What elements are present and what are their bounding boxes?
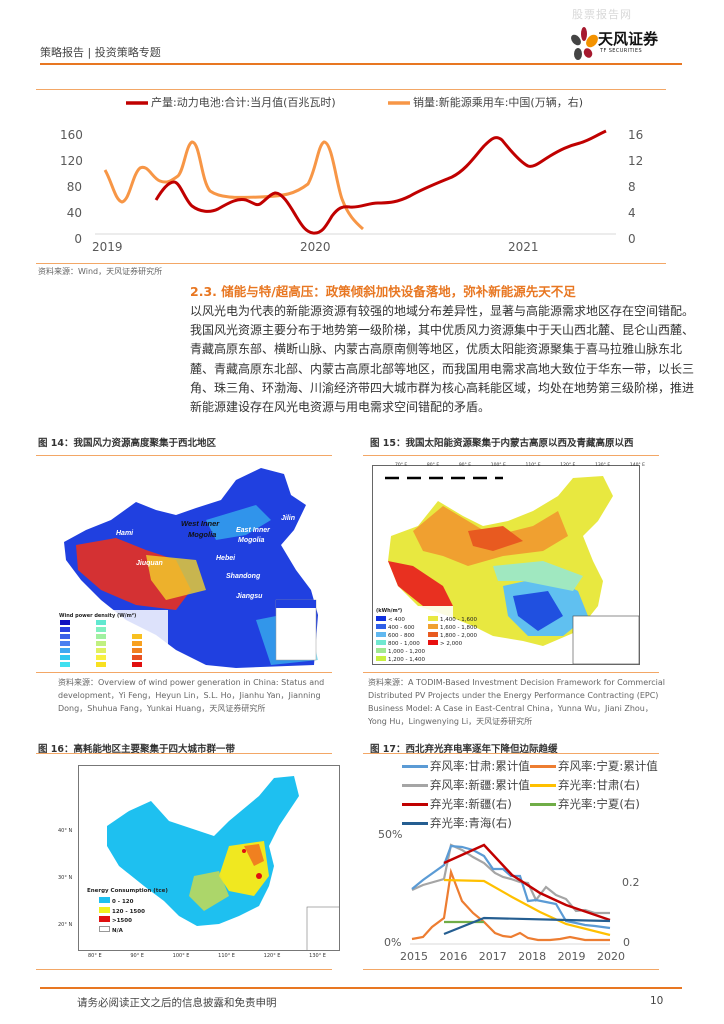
fig14-top-border [36,455,332,456]
svg-text:Wind power density (W/m²): Wind power density (W/m²) [59,613,136,619]
fig14-bottom-border [36,672,332,673]
fig16-lat-ticks: 40° N 30° N 20° N [58,828,73,928]
svg-text:Hebei: Hebei [216,555,236,562]
fig17-y-tick-0: 0% [384,936,402,949]
legend-item: 弃风率:宁夏:累计值 [530,758,658,774]
fig15-legend-col1: < 400 400 - 600 600 - 800 800 - 1,000 1,… [376,616,425,664]
fig17-x-ticks: 2015 2016 2017 2018 2019 2020 [400,950,625,963]
fig16-lon-ticks: 80° E 90° E 100° E 110° E 120° E 130° E [88,953,326,959]
svg-text:Shandong: Shandong [226,573,261,580]
legend-item: 弃风率:甘肃:累计值 [402,758,530,774]
tf-securities-logo: 天风证券 TF SECURITIES [570,26,682,62]
svg-text:Jilin: Jilin [281,515,295,522]
left-axis-ticks: 160 120 80 40 0 [60,128,83,246]
legend-item: 弃光率:青海(右) [402,815,512,831]
chart-top-border [36,89,666,90]
legend-ev-sales: 销量:新能源乘用车:中国(万辆，右) [413,96,583,109]
fig17-curtailment-chart: 50% 0% 0.2 0 2015 2016 2017 2018 2019 2020 [360,825,670,965]
fig16-legend: 0 - 120 120 - 1500 >1500 N/A [99,897,145,935]
svg-text:East Inner: East Inner [236,527,271,534]
fig15-source: 资料来源：A TODIM-Based Investment Decision F… [368,678,665,726]
fig16-energy-map: Energy Consumption (tce) 0 - 120 120 - 1… [78,765,340,951]
page-number: 10 [650,995,664,1007]
right-axis-ticks: 16 12 8 4 0 [628,128,644,246]
fig16-top-border [36,753,332,754]
footer-divider [40,987,682,989]
x-tick-2020: 2020 [300,240,331,254]
fig17-legend: 弃风率:甘肃:累计值 弃风率:宁夏:累计值 弃风率:新疆:累计值 弃光率:甘肃(… [402,758,672,831]
legend-battery: 产量:动力电池:合计:当月值(百兆瓦时) [151,96,336,109]
section-heading: 2.3. 储能与特/超高压：政策倾斜加快设备落地，弥补新能源先天不足 [190,284,576,299]
svg-text:West Inner: West Inner [181,519,220,528]
fig15-legend-col2: 1,400 - 1,600 1,600 - 1,800 1,800 - 2,00… [428,616,477,648]
fig16-legend-title: Energy Consumption (tce) [87,888,168,894]
logo-petals-icon [571,27,598,60]
battery-ev-chart: 产量:动力电池:合计:当月值(百兆瓦时) 销量:新能源乘用车:中国(万辆，右) … [60,90,660,260]
x-tick-2019: 2019 [92,240,123,254]
legend-item: 弃光率:甘肃(右) [530,777,640,793]
fig15-title: 图 15：我国太阳能资源聚集于内蒙古高原以西及青藏高原以西 [370,438,634,449]
logo-text-en: TF SECURITIES [600,48,643,54]
fig15-legend-unit: (kWh/m²) [376,608,403,614]
legend-item: 弃光率:宁夏(右) [530,796,640,812]
svg-text:Hami: Hami [116,530,134,537]
legend-item: 弃光率:新疆(右) [402,796,512,812]
fig17-bottom-border [363,969,659,970]
watermark: 股票报告网 [572,8,632,21]
section-paragraph: 以风光电为代表的新能源资源有较强的地域分布差异性，显著与高能源需求地区存在空间错… [190,304,695,415]
chart-source: 资料来源：Wind，天风证券研究所 [38,267,163,276]
fig17-y2-tick-02: 0.2 [622,876,640,889]
x-tick-2021: 2021 [508,240,539,254]
svg-text:Jiuquan: Jiuquan [136,560,163,567]
fig17-y2-tick-0: 0 [623,936,630,949]
report-category: 策略报告 | 投资策略专题 [40,46,161,59]
fig17-y-tick-50: 50% [378,828,403,841]
header-divider [40,63,682,65]
fig16-bottom-border [36,969,332,970]
footer-disclaimer: 请务必阅读正文之后的信息披露和免责申明 [77,997,277,1009]
fig17-title: 图 17：西北弃光弃电率逐年下降但边际趋缓 [370,744,558,755]
fig15-top-border [363,455,659,456]
fig14-title: 图 14：我国风力资源高度聚集于西北地区 [38,438,217,449]
fig14-source: 资料来源：Overview of wind power generation i… [58,678,325,713]
svg-text:Jiangsu: Jiangsu [236,593,263,600]
chart-bottom-border [36,263,666,264]
fig15-solar-map: (kWh/m²) < 400 400 - 600 600 - 800 800 -… [372,465,640,665]
svg-text:Mogolia: Mogolia [238,537,265,544]
fig15-bottom-border [363,672,659,673]
logo-text-cn: 天风证券 [598,30,659,48]
svg-text:Mogolia: Mogolia [188,530,216,539]
legend-item: 弃风率:新疆:累计值 [402,777,530,793]
fig17-top-border [363,753,659,754]
fig16-title: 图 16：高耗能地区主要聚集于四大城市群一带 [38,744,236,755]
fig14-wind-map: Hami Jiuquan Hebei Shandong Jiangsu East… [56,460,326,670]
